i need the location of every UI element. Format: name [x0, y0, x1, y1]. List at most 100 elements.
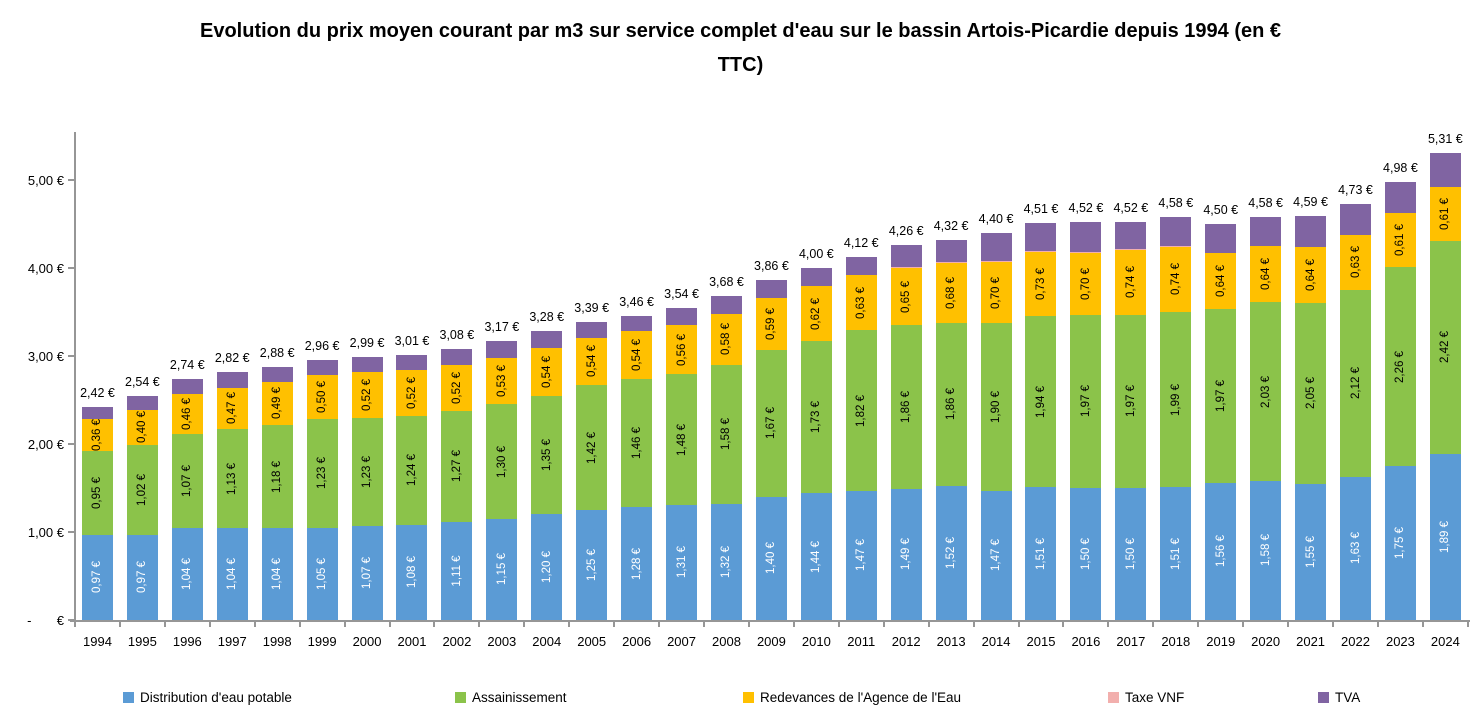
- bar-total-label: 2,82 €: [214, 350, 250, 365]
- bar-segment-tva: [1295, 216, 1327, 247]
- bar-segment-value-label: 1,42 €: [585, 431, 598, 464]
- bar-total-label: 4,51 €: [1023, 202, 1059, 217]
- x-axis-year-label: 2019: [1206, 634, 1236, 649]
- bar-segment-redevances-agence-eau: 0,36 €: [81, 419, 113, 451]
- bar-segment-value-label: 0,97 €: [136, 561, 149, 594]
- y-axis-line: [74, 132, 76, 622]
- bar-segment-value-label: 0,50 €: [316, 381, 329, 414]
- bar-segment-value-label: 0,40 €: [136, 411, 149, 444]
- x-axis-tick: [388, 621, 391, 627]
- bar-total-label: 4,59 €: [1293, 195, 1328, 210]
- bar-segment-tva: [1340, 203, 1371, 235]
- bar-segment-redevances-agence-eau: 0,61 €: [1429, 187, 1461, 241]
- bar-segment-tva: [980, 232, 1012, 261]
- bar-segment-taxe-vnf: [980, 260, 1012, 262]
- y-tick-label-4: 4,00 €: [27, 261, 64, 276]
- bar-total-label: 3,46 €: [619, 294, 654, 309]
- bar-segment-tva: [845, 257, 877, 276]
- bar-segment-value-label: 0,70 €: [1079, 267, 1092, 300]
- chart-legend: Distribution d'eau potable Assainissemen…: [0, 688, 1481, 708]
- bar-segment-value-label: 0,54 €: [630, 339, 643, 372]
- x-axis-tick: [208, 621, 211, 627]
- bar-segment-value-label: 0,64 €: [1259, 258, 1272, 291]
- x-axis-tick: [163, 621, 166, 627]
- bar-segment-value-label: 0,74 €: [1169, 263, 1182, 296]
- x-axis-year-label: 2021: [1296, 634, 1326, 649]
- bar-segment-distribution-eau-potable: 1,49 €: [890, 488, 922, 620]
- x-axis-year-label: 2001: [397, 634, 427, 649]
- x-axis-year-label: 2007: [667, 634, 696, 649]
- bar-segment-value-label: 1,49 €: [900, 538, 913, 571]
- bar-segment-value-label: 1,52 €: [945, 537, 958, 570]
- x-axis-year-label: 2006: [622, 634, 652, 649]
- x-axis-year-label: 2012: [891, 634, 921, 649]
- bar-segment-redevances-agence-eau: 0,63 €: [845, 275, 877, 331]
- bar-segment-redevances-agence-eau: 0,74 €: [1160, 246, 1192, 312]
- bar-segment-distribution-eau-potable: 1,44 €: [800, 493, 832, 620]
- bar-total-label: 4,52 €: [1068, 201, 1104, 216]
- bar-segment-tva: [890, 245, 922, 268]
- x-axis-year-label: 2024: [1430, 634, 1460, 649]
- bar-segment-value-label: 0,56 €: [675, 333, 688, 366]
- bar-total-label: 3,68 €: [709, 275, 744, 290]
- bar-segment-tva: [1384, 181, 1416, 214]
- bar-segment-value-label: 1,89 €: [1439, 520, 1452, 553]
- x-axis-tick: [118, 621, 121, 627]
- x-axis-year-label: 2022: [1341, 634, 1370, 649]
- bar-segment-value-label: 1,44 €: [810, 540, 823, 573]
- bar-segment-distribution-eau-potable: 1,05 €: [306, 527, 338, 620]
- x-axis-tick: [1107, 621, 1110, 627]
- legend-swatch-redevances-agence-eau: [743, 691, 754, 703]
- legend-item-assainissement: Assainissement: [455, 688, 567, 706]
- bar-segment-assainissement: 1,07 €: [171, 434, 203, 529]
- bar-segment-value-label: 1,30 €: [495, 445, 508, 478]
- bar-segment-assainissement: 1,23 €: [306, 419, 338, 528]
- bar-segment-tva: [126, 396, 158, 410]
- bar-total-label: 5,31 €: [1427, 131, 1463, 146]
- bar-total-label: 3,54 €: [664, 287, 699, 302]
- bar-segment-assainissement: 1,73 €: [800, 341, 832, 494]
- bar-segment-value-label: 1,02 €: [136, 473, 149, 506]
- bar-segment-value-label: 1,86 €: [945, 388, 958, 421]
- bar-segment-tva: [531, 331, 563, 349]
- bar-segment-value-label: 1,86 €: [900, 391, 913, 424]
- bar-total-label: 4,58 €: [1158, 195, 1194, 210]
- bar-total-label: 4,50 €: [1203, 203, 1239, 217]
- bar-total-label: 3,86 €: [754, 259, 789, 274]
- x-axis-year-label: 2008: [712, 634, 741, 649]
- y-axis-tick: [68, 355, 75, 357]
- bar-segment-value-label: 1,67 €: [765, 407, 778, 440]
- bar-segment-distribution-eau-potable: 1,75 €: [1384, 466, 1416, 620]
- bar-segment-assainissement: 1,18 €: [261, 424, 293, 529]
- bar-segment-redevances-agence-eau: 0,74 €: [1115, 249, 1147, 315]
- bar-segment-taxe-vnf: [1160, 246, 1192, 247]
- bar-segment-redevances-agence-eau: 0,54 €: [621, 331, 653, 379]
- bar-segment-value-label: 0,52 €: [361, 378, 374, 411]
- x-axis-tick: [74, 621, 76, 627]
- bar-segment-tva: [666, 308, 698, 326]
- bar-segment-assainissement: 1,94 €: [1025, 316, 1057, 488]
- bar-segment-distribution-eau-potable: 1,25 €: [576, 510, 608, 620]
- x-axis-year-label: 1999: [307, 634, 337, 649]
- bar-segment-value-label: 1,47 €: [990, 539, 1003, 572]
- bar-segment-distribution-eau-potable: 1,50 €: [1070, 488, 1102, 620]
- y-tick-label-5: 5,00 €: [27, 173, 64, 188]
- bar-segment-value-label: 1,51 €: [1169, 537, 1182, 570]
- y-axis-tick: [68, 531, 75, 533]
- x-axis-tick: [703, 621, 706, 627]
- x-axis-tick: [298, 621, 301, 627]
- bar-segment-value-label: 0,95 €: [91, 476, 104, 509]
- bar-segment-value-label: 1,20 €: [540, 551, 553, 584]
- bar-segment-value-label: 1,04 €: [226, 558, 239, 591]
- bar-segment-value-label: 1,90 €: [990, 391, 1003, 424]
- bar-total-label: 3,17 €: [484, 320, 520, 335]
- bar-segment-redevances-agence-eau: 0,56 €: [666, 325, 698, 375]
- bar-segment-distribution-eau-potable: 1,47 €: [845, 490, 877, 620]
- bar-segment-value-label: 1,15 €: [495, 553, 508, 586]
- bar-total-label: 2,88 €: [259, 345, 295, 360]
- bar-segment-value-label: 1,51 €: [1034, 537, 1047, 570]
- bar-segment-value-label: 0,65 €: [900, 280, 913, 313]
- bar-segment-value-label: 1,25 €: [585, 549, 598, 581]
- bar-segment-tva: [486, 341, 518, 358]
- bar-segment-value-label: 0,63 €: [1349, 246, 1362, 279]
